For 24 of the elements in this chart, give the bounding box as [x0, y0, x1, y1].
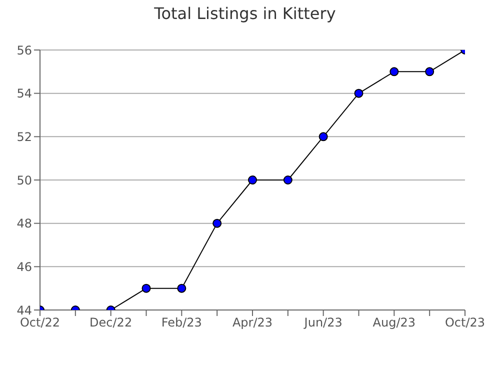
point: [354, 88, 364, 98]
y-tick-label: 44: [16, 303, 32, 318]
chart-title: Total Listings in Kittery: [153, 4, 337, 23]
x-tick-label: Aug/23: [372, 316, 416, 330]
x-tick-label: Oct/23: [444, 316, 486, 330]
x-tick-label: Dec/22: [90, 316, 132, 330]
point: [425, 67, 434, 76]
x-tick-label: Apr/23: [232, 316, 273, 330]
x-tick-label: Feb/23: [161, 316, 202, 330]
y-tick-label: 52: [16, 130, 32, 144]
point: [318, 132, 328, 142]
x-tick-label: Jun/23: [303, 316, 342, 330]
point: [142, 284, 151, 293]
point: [283, 176, 292, 184]
point: [212, 218, 222, 228]
y-tick-label: 54: [16, 86, 32, 101]
x-tick-label: Oct/22: [20, 316, 60, 330]
point: [177, 284, 186, 293]
point: [248, 176, 257, 184]
y-tick-label: 50: [16, 173, 32, 188]
point: [390, 67, 399, 76]
y-tick-label: 48: [16, 216, 32, 231]
y-tick-label: 46: [16, 260, 32, 274]
y-tick-label: 56: [16, 43, 32, 58]
